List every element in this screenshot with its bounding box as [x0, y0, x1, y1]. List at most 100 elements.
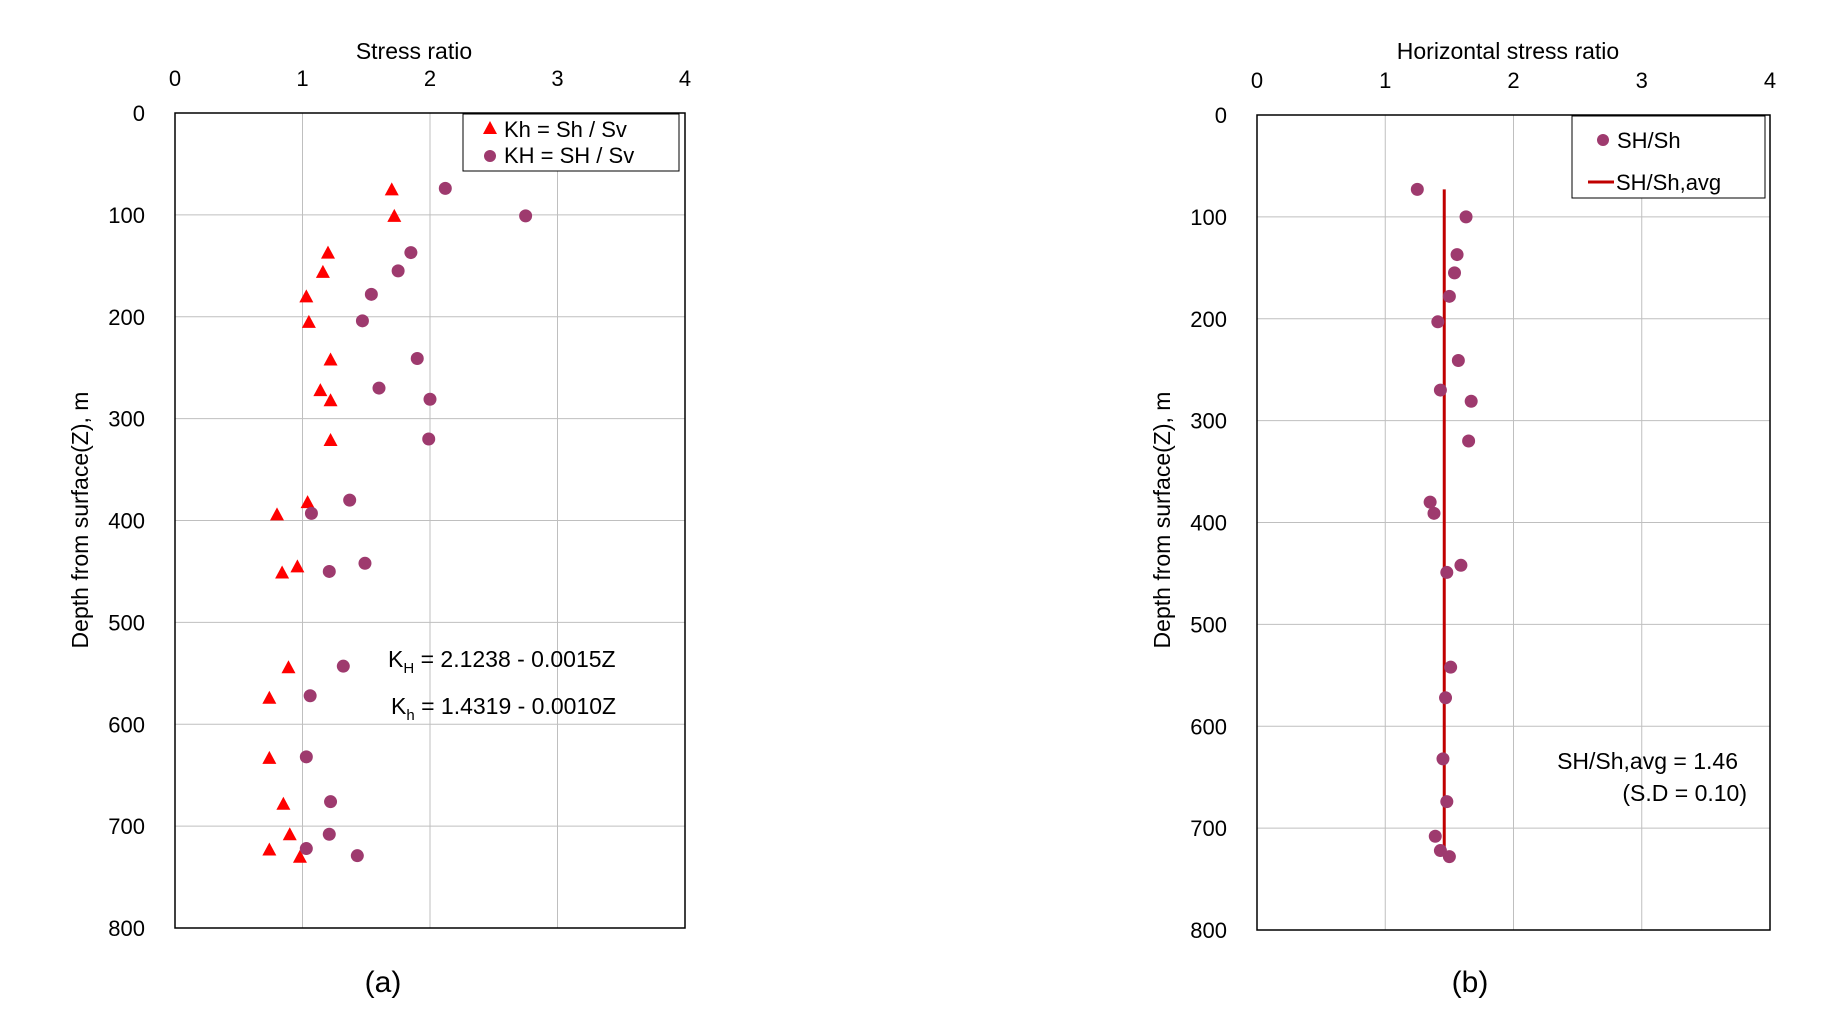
chart-a-legend-label-kh: Kh = Sh / Sv — [504, 117, 627, 142]
chart-panel-a: Stress ratio 0 1 2 3 4 0 100 200 300 400 500 600 70… — [67, 38, 691, 999]
chart-a-point-triangle — [387, 208, 402, 222]
chart-a-y-tick-label: 100 — [108, 203, 145, 228]
chart-b-y-tick-label: 0 — [1215, 103, 1227, 128]
chart-b-x-tick-label: 4 — [1764, 68, 1776, 93]
chart-b-y-tick-label: 500 — [1190, 612, 1227, 637]
chart-b-y-tick-labels: 0 100 200 300 400 500 600 700 800 — [1190, 103, 1227, 943]
chart-a-point-triangle — [301, 314, 316, 328]
chart-a-point-circle — [299, 750, 313, 764]
chart-b-point-circle — [1433, 383, 1447, 397]
chart-a-point-circle — [343, 493, 357, 507]
chart-a-point-triangle — [276, 796, 291, 810]
chart-a-point-circle — [304, 506, 318, 520]
legend-circle-icon — [484, 150, 496, 162]
chart-a-y-tick-label: 400 — [108, 509, 145, 534]
chart-b-point-circle — [1464, 394, 1478, 408]
chart-a-point-triangle — [262, 750, 277, 764]
chart-a-y-axis-title: Depth from surface(Z), m — [67, 392, 93, 649]
chart-b-data-points — [1410, 182, 1478, 864]
chart-b-legend-label-ratio: SH/Sh — [1617, 128, 1681, 153]
chart-a-point-triangle — [270, 507, 284, 521]
chart-b-y-tick-label: 300 — [1190, 409, 1227, 434]
chart-a-point-circle — [336, 659, 350, 673]
chart-b-y-tick-label: 600 — [1190, 714, 1227, 739]
chart-a-point-circle — [519, 209, 533, 223]
chart-a-point-circle — [438, 181, 452, 195]
chart-a-point-triangle — [323, 393, 338, 407]
chart-b-y-tick-label: 100 — [1190, 205, 1227, 230]
chart-b-y-tick-label: 400 — [1190, 511, 1227, 536]
chart-b-point-circle — [1439, 691, 1453, 705]
chart-a-x-tick-label: 0 — [169, 66, 181, 91]
chart-a-gridlines — [175, 113, 685, 928]
chart-b-point-circle — [1428, 829, 1442, 843]
chart-a-point-circle — [358, 556, 372, 570]
chart-b-point-circle — [1410, 182, 1424, 196]
chart-b-point-circle — [1440, 565, 1454, 579]
chart-b-point-circle — [1459, 210, 1473, 224]
chart-a-y-tick-label: 0 — [133, 101, 145, 126]
chart-a-point-circle — [355, 314, 369, 328]
chart-a-point-circle — [422, 432, 436, 446]
chart-a-legend-box — [462, 113, 680, 172]
chart-a-point-circle — [322, 827, 336, 841]
chart-a-plot-frame — [174, 112, 686, 929]
chart-a-x-tick-label: 1 — [296, 66, 308, 91]
chart-b-panel-label: (b) — [1452, 966, 1489, 999]
chart-a-point-triangle — [313, 383, 328, 397]
chart-b-gridlines — [1257, 115, 1770, 930]
chart-b-point-circle — [1431, 315, 1445, 329]
chart-a-x-tick-label: 3 — [551, 66, 563, 91]
chart-a-point-triangle — [275, 565, 290, 579]
chart-b-x-tick-labels: 0 1 2 3 4 — [1251, 68, 1776, 93]
chart-a-x-axis-title: Stress ratio — [356, 38, 472, 64]
chart-a-legend: Kh = Sh / Sv KH = SH / Sv — [462, 113, 680, 172]
chart-a-point-triangle — [290, 559, 305, 573]
chart-a-point-triangle — [323, 352, 338, 366]
legend-circle-icon — [1597, 134, 1609, 146]
chart-a-data-points — [262, 181, 533, 863]
chart-a-point-triangle — [300, 495, 315, 509]
chart-a-point-circle — [303, 689, 317, 703]
chart-b-x-tick-label: 2 — [1507, 68, 1519, 93]
chart-a-point-circle — [372, 381, 386, 395]
chart-a-x-tick-labels: 0 1 2 3 4 — [169, 66, 691, 91]
chart-a-point-circle — [299, 842, 313, 856]
chart-a-legend-label-kh-upper: KH = SH / Sv — [504, 143, 634, 168]
chart-b-point-circle — [1427, 506, 1441, 520]
chart-b-x-tick-label: 3 — [1636, 68, 1648, 93]
chart-b-point-circle — [1442, 289, 1456, 303]
chart-a-point-triangle — [315, 264, 330, 278]
legend-triangle-icon — [483, 121, 497, 134]
chart-a-panel-label: (a) — [365, 966, 402, 999]
chart-b-annotation-avg: SH/Sh,avg = 1.46 — [1557, 748, 1738, 774]
chart-b-legend-box — [1571, 115, 1766, 199]
chart-b-point-circle — [1436, 752, 1450, 766]
chart-b-y-tick-label: 700 — [1190, 816, 1227, 841]
chart-b-x-tick-label: 0 — [1251, 68, 1263, 93]
chart-a-point-triangle — [321, 245, 335, 259]
chart-panel-b: Horizontal stress ratio 0 1 2 3 4 0 100 200 300… — [1149, 38, 1776, 999]
chart-a-point-circle — [322, 564, 336, 578]
chart-a-point-triangle — [292, 849, 307, 863]
chart-a-y-tick-label: 800 — [108, 916, 145, 941]
chart-b-point-circle — [1440, 795, 1454, 809]
chart-b-point-circle — [1451, 354, 1465, 368]
chart-a-point-triangle — [262, 690, 277, 704]
chart-b-point-circle — [1442, 850, 1456, 864]
chart-b-point-circle — [1454, 558, 1468, 572]
chart-a-point-circle — [404, 246, 418, 260]
chart-b-y-tick-label: 200 — [1190, 307, 1227, 332]
chart-b-plot-frame — [1256, 114, 1771, 931]
chart-a-y-tick-labels: 0 100 200 300 400 500 600 700 800 — [108, 101, 145, 941]
chart-a-point-circle — [364, 287, 378, 301]
chart-b-point-circle — [1423, 495, 1437, 509]
chart-b-point-circle — [1462, 434, 1476, 448]
chart-a-y-tick-label: 200 — [108, 305, 145, 330]
chart-b-x-axis-title: Horizontal stress ratio — [1397, 38, 1619, 64]
chart-b-y-axis-title: Depth from surface(Z), m — [1149, 392, 1175, 649]
chart-a-point-triangle — [384, 182, 399, 196]
chart-a-y-tick-label: 700 — [108, 814, 145, 839]
chart-a-point-circle — [391, 264, 405, 278]
chart-a-point-triangle — [262, 842, 277, 856]
